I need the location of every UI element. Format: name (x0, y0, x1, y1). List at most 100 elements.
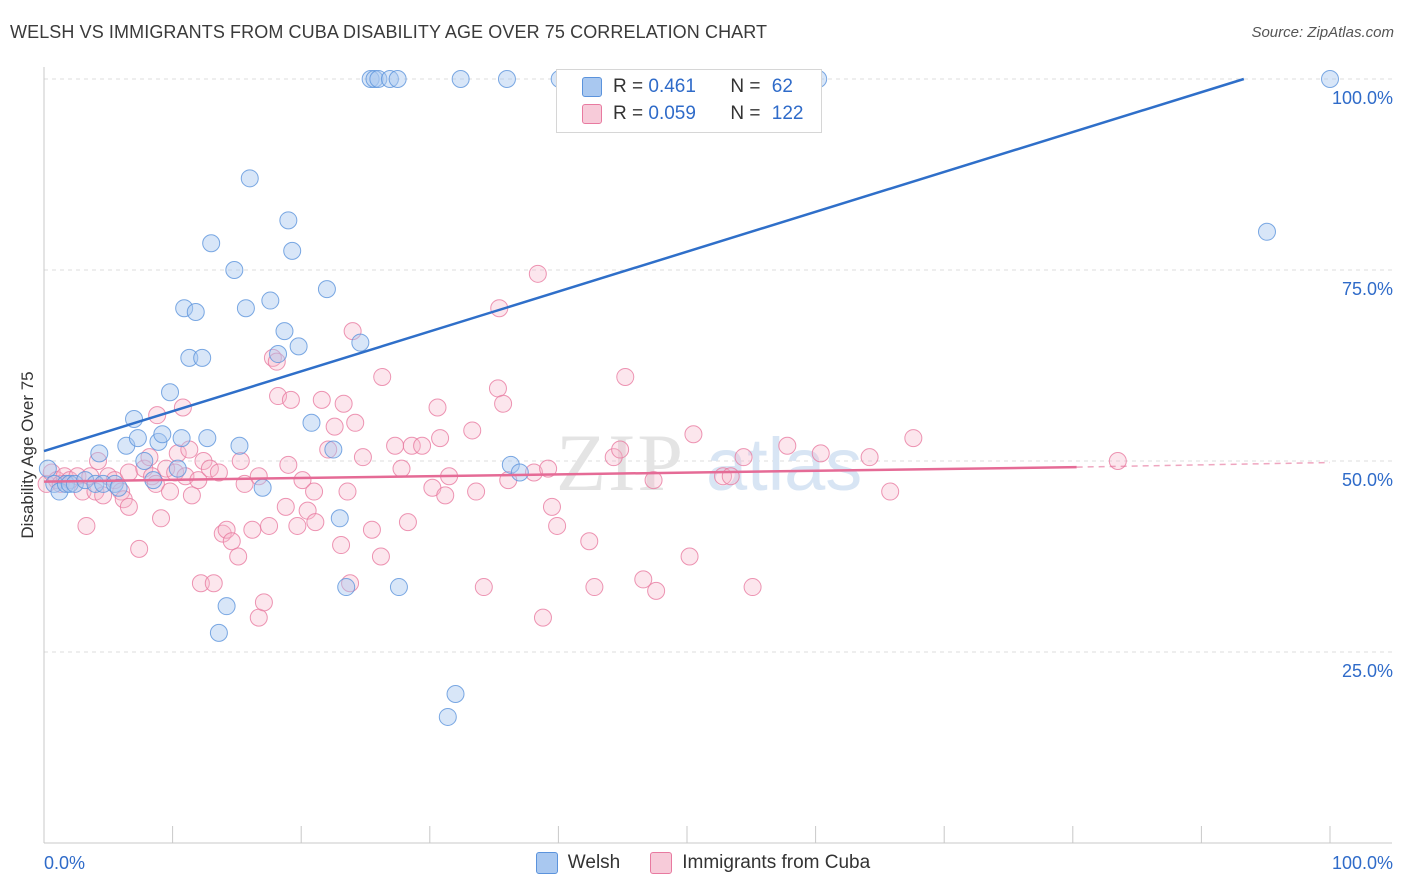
cuba-point (119, 497, 138, 516)
welsh-point (60, 474, 79, 493)
cuba-point (524, 463, 543, 482)
cuba-point (647, 581, 666, 600)
welsh-point (109, 478, 128, 497)
legend-n-label: N = (730, 103, 766, 124)
series-label-welsh: Welsh (567, 852, 621, 873)
cuba-point (743, 578, 762, 597)
cuba-point (467, 482, 486, 501)
cuba-point (325, 417, 344, 436)
welsh-point (510, 463, 529, 482)
welsh-point (198, 429, 217, 448)
y-tick-label-75: 75.0% (1342, 279, 1393, 299)
welsh-point (337, 578, 356, 597)
welsh-point (230, 436, 249, 455)
legend-r-label: R = (613, 76, 649, 97)
welsh-point (451, 70, 470, 88)
cuba-point (580, 532, 599, 551)
cuba-point (204, 574, 223, 593)
cuba-point (267, 352, 286, 371)
cuba-point (684, 425, 703, 444)
cuba-point (279, 455, 298, 474)
cuba-point (209, 463, 228, 482)
cuba-point (319, 440, 338, 459)
legend-n-value: 122 (771, 103, 804, 124)
cuba-point (488, 379, 507, 398)
cuba-point (386, 436, 405, 455)
cuba-point (721, 467, 740, 486)
legend-row-cuba: R = 0.059 N = 122 (582, 102, 804, 126)
cuba-point (89, 452, 108, 470)
cuba-point (312, 390, 331, 409)
cuba-point (119, 463, 138, 482)
welsh-trendline (43, 77, 1245, 453)
welsh-point (38, 459, 57, 478)
cuba-point (217, 520, 236, 539)
legend-swatch-cuba (582, 104, 602, 124)
cuba-point (634, 570, 653, 589)
cuba-point (281, 390, 300, 409)
cuba-point (436, 486, 455, 505)
cuba-point (604, 448, 623, 467)
cuba-point (528, 264, 547, 283)
cuba-point (585, 578, 604, 597)
cuba-point (130, 539, 149, 558)
x-tick-label-min: 0.0% (44, 853, 85, 873)
watermark-zip: ZIP (556, 417, 685, 508)
cuba-point (463, 421, 482, 440)
legend-row-welsh: R = 0.461 N = 62 (582, 75, 793, 99)
welsh-point (275, 322, 294, 341)
cuba-point (332, 536, 351, 555)
welsh-point (351, 333, 370, 352)
welsh-point (501, 455, 520, 474)
cuba-point (276, 497, 295, 516)
welsh-point (261, 291, 280, 310)
welsh-point (269, 345, 288, 364)
cuba-point (288, 516, 307, 535)
cuba-point (200, 459, 219, 478)
series-legend-cuba[interactable]: Immigrants from Cuba (650, 852, 870, 874)
welsh-point (90, 444, 109, 463)
cuba-point (373, 367, 392, 386)
welsh-point (302, 413, 321, 432)
cuba-point (402, 436, 421, 455)
legend-r-label: R = (613, 103, 649, 124)
cuba-point (611, 440, 630, 459)
cuba-point (362, 520, 381, 539)
trendlines (43, 77, 1331, 483)
y-axis-label: Disability Age Over 75 (18, 371, 37, 538)
series-swatch-welsh (535, 852, 558, 874)
welsh-point (1321, 70, 1339, 88)
x-tick-label-max: 100.0% (1332, 853, 1393, 873)
welsh-point (283, 241, 302, 260)
welsh-point (446, 685, 465, 704)
welsh-point (180, 348, 199, 367)
welsh-point (388, 70, 407, 88)
welsh-point (50, 482, 69, 501)
cuba-point (392, 459, 411, 478)
series-swatch-cuba (650, 852, 673, 874)
cuba-point (904, 429, 923, 448)
cuba-point (338, 482, 357, 501)
y-tick-label-100: 100.0% (1332, 88, 1393, 108)
cuba-point (293, 471, 312, 490)
cuba-point (860, 448, 879, 467)
welsh-point (1257, 222, 1276, 241)
legend-r-value: 0.059 (648, 103, 696, 124)
welsh-point (438, 707, 457, 726)
cuba-point (334, 394, 353, 413)
cuba-point (260, 516, 279, 535)
welsh-point (497, 70, 516, 88)
cuba-point (881, 482, 900, 501)
welsh-point (225, 261, 244, 279)
cuba-point (161, 482, 180, 501)
correlation-legend: R = 0.461 N = 62 R = 0.059 N = 122 (556, 69, 822, 133)
welsh-point (202, 234, 221, 253)
welsh-point (168, 459, 187, 478)
series-legend: Welsh Immigrants from Cuba (0, 852, 1406, 874)
welsh-point (209, 623, 228, 642)
cuba-point (77, 516, 96, 535)
welsh-point (175, 299, 194, 318)
series-legend-welsh[interactable]: Welsh (535, 852, 621, 874)
cuba-point (494, 394, 513, 413)
